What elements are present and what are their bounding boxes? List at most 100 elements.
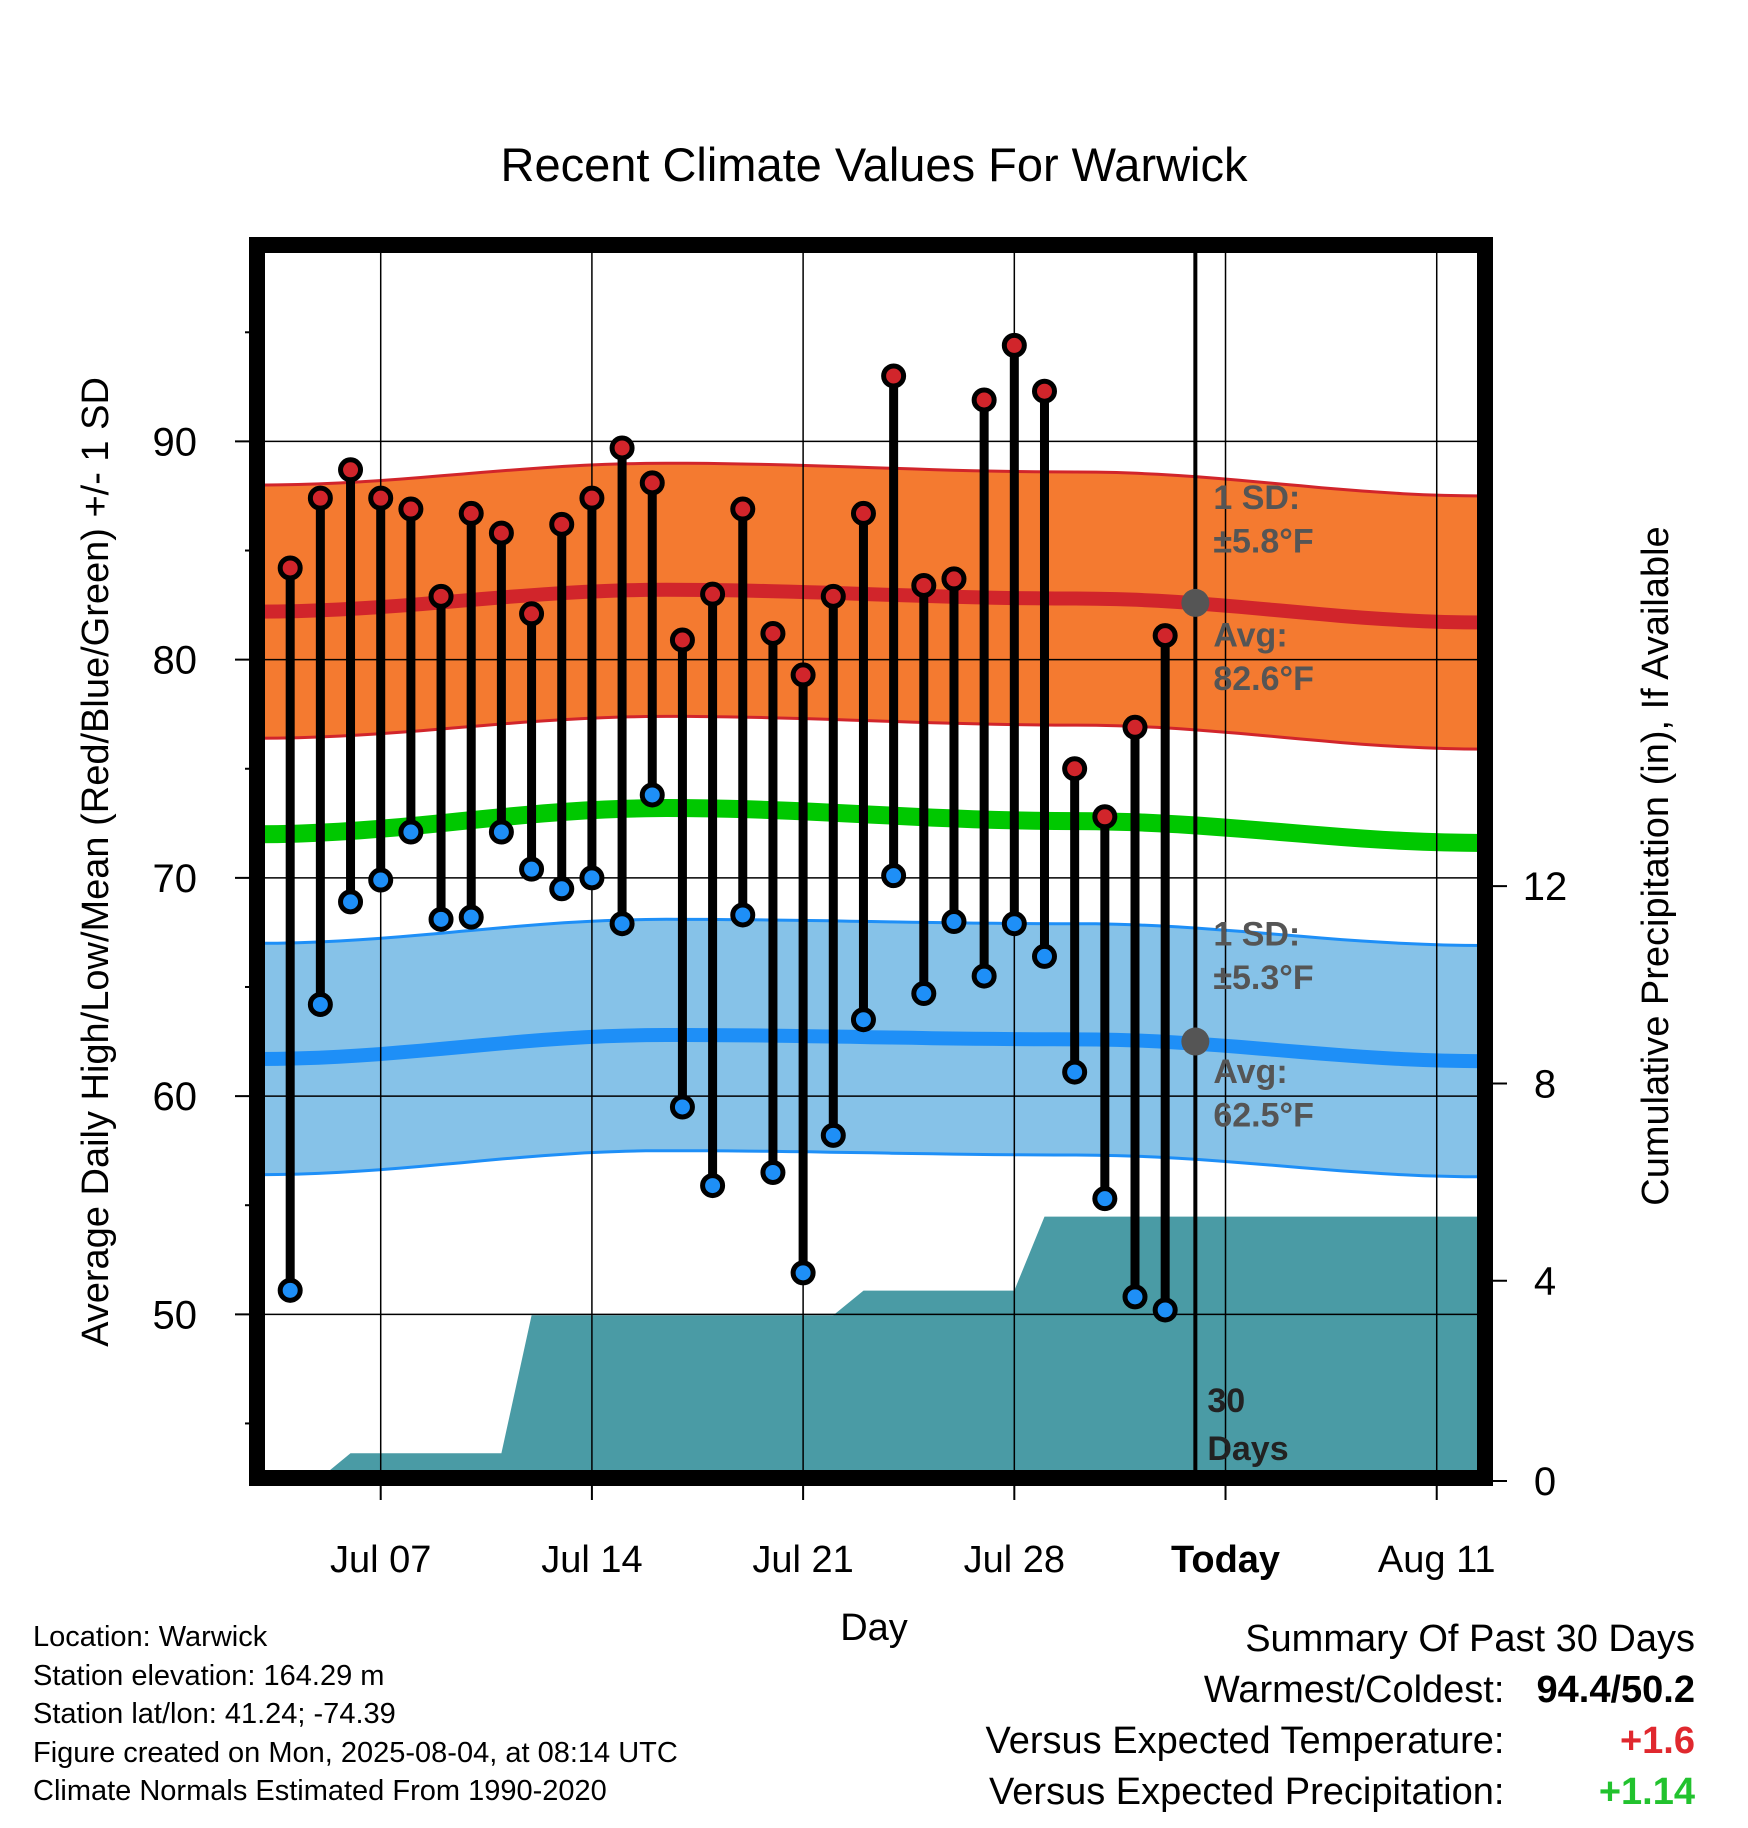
y-left-tick-label: 80 bbox=[153, 639, 198, 683]
low-point bbox=[277, 1277, 303, 1303]
y-axis-label-right: Cumulative Precipitation (in), If Availa… bbox=[1635, 526, 1677, 1205]
x-tick-label: Jul 21 bbox=[752, 1539, 853, 1581]
high-point bbox=[1092, 804, 1118, 830]
high-point bbox=[338, 457, 364, 483]
low-point bbox=[1092, 1186, 1118, 1212]
high-point bbox=[307, 485, 333, 511]
high-point bbox=[458, 500, 484, 526]
warmest-value: 94.4/50.2 bbox=[1536, 1669, 1695, 1711]
mean-avg-line bbox=[256, 798, 1486, 852]
low-avg-label: Avg: bbox=[1213, 1053, 1287, 1091]
high-point bbox=[730, 496, 756, 522]
created-text: Figure created on Mon, 2025-08-04, at 08… bbox=[33, 1736, 678, 1769]
low-point bbox=[549, 876, 575, 902]
high-point bbox=[368, 485, 394, 511]
low-point bbox=[609, 911, 635, 937]
high-point bbox=[609, 435, 635, 461]
low-sd-upper-line bbox=[256, 917, 1486, 947]
high-point bbox=[700, 581, 726, 607]
low-point bbox=[368, 867, 394, 893]
high-avg-label: Avg: bbox=[1213, 617, 1287, 655]
y-right-tick-label: 4 bbox=[1534, 1260, 1556, 1304]
low-point bbox=[458, 904, 484, 930]
high-point bbox=[911, 572, 937, 598]
summary-warmest-row: Warmest/Coldest: 94.4/50.2 bbox=[986, 1665, 1695, 1716]
today-low-avg-marker bbox=[1181, 1027, 1210, 1056]
low-point bbox=[669, 1094, 695, 1120]
low-point bbox=[579, 865, 605, 891]
y-right-tick-label: 0 bbox=[1534, 1460, 1556, 1504]
high-point bbox=[881, 363, 907, 389]
high-avg-value: 82.6°F bbox=[1213, 660, 1314, 698]
low-sd-label: 1 SD: bbox=[1213, 916, 1300, 954]
high-sd-label: 1 SD: bbox=[1213, 479, 1300, 517]
low-sd-value: ±5.3°F bbox=[1213, 959, 1313, 997]
low-avg-line bbox=[256, 1028, 1486, 1069]
high-point bbox=[549, 511, 575, 537]
high-point bbox=[488, 520, 514, 546]
low-point bbox=[1122, 1284, 1148, 1310]
plot-area: 1 SD: ±5.8°F Avg: 82.6°F 1 SD: ±5.3°F Avg: 62.5… bbox=[153, 237, 1568, 1581]
precip-value: +1.14 bbox=[1598, 1771, 1695, 1813]
low-point bbox=[941, 909, 967, 935]
high-point bbox=[941, 566, 967, 592]
low-point bbox=[820, 1122, 846, 1148]
low-point bbox=[519, 856, 545, 882]
high-point bbox=[850, 500, 876, 526]
high-point bbox=[820, 583, 846, 609]
y-right-tick-label: 12 bbox=[1523, 865, 1568, 909]
summary-panel: Summary Of Past 30 Days Warmest/Coldest:… bbox=[986, 1614, 1695, 1818]
temp-value: +1.6 bbox=[1619, 1720, 1695, 1762]
low-point bbox=[971, 963, 997, 989]
low-sd-band bbox=[257, 919, 1485, 1177]
high-point bbox=[1122, 714, 1148, 740]
plot-frame bbox=[249, 237, 1493, 1486]
high-sd-lower-line bbox=[256, 714, 1486, 751]
warmest-label: Warmest/Coldest: bbox=[1203, 1669, 1505, 1711]
high-point bbox=[519, 601, 545, 627]
high-point bbox=[760, 620, 786, 646]
station-info: Location: Warwick Station elevation: 164… bbox=[33, 1618, 678, 1811]
high-point bbox=[1001, 332, 1027, 358]
low-point bbox=[911, 981, 937, 1007]
high-point bbox=[428, 583, 454, 609]
x-tick-label: Jul 07 bbox=[330, 1539, 431, 1581]
summary-title: Summary Of Past 30 Days bbox=[1245, 1618, 1695, 1660]
high-sd-value: ±5.8°F bbox=[1213, 523, 1313, 561]
high-point bbox=[669, 627, 695, 653]
normals-text: Climate Normals Estimated From 1990-2020 bbox=[33, 1775, 607, 1807]
chart-title: Recent Climate Values For Warwick bbox=[501, 138, 1248, 191]
y-left-tick-label: 50 bbox=[153, 1293, 198, 1337]
high-sd-upper-line bbox=[256, 461, 1486, 498]
y-left-tick-label: 60 bbox=[153, 1075, 198, 1119]
y-left-tick-label: 90 bbox=[153, 420, 198, 464]
latlon-text: Station lat/lon: 41.24; -74.39 bbox=[33, 1698, 396, 1730]
low-point bbox=[1062, 1059, 1088, 1085]
high-avg-line bbox=[256, 582, 1486, 630]
low-point bbox=[760, 1159, 786, 1185]
location-text: Location: Warwick bbox=[33, 1621, 268, 1653]
elevation-text: Station elevation: 164.29 m bbox=[33, 1659, 385, 1692]
high-point bbox=[579, 485, 605, 511]
low-point bbox=[639, 782, 665, 808]
high-point bbox=[1031, 378, 1057, 404]
high-point bbox=[971, 387, 997, 413]
precip-label: Versus Expected Precipitation: bbox=[989, 1771, 1505, 1813]
x-tick-label: Jul 28 bbox=[964, 1539, 1065, 1581]
high-point bbox=[1152, 623, 1178, 649]
x-tick-label: Jul 14 bbox=[541, 1539, 642, 1581]
period-label-1: 30 bbox=[1207, 1382, 1245, 1420]
high-point bbox=[1062, 756, 1088, 782]
low-point bbox=[398, 819, 424, 845]
low-point bbox=[881, 863, 907, 889]
today-high-avg-marker bbox=[1181, 588, 1210, 617]
high-point bbox=[639, 470, 665, 496]
summary-precip-row: Versus Expected Precipitation: +1.14 bbox=[986, 1767, 1695, 1818]
low-point bbox=[428, 906, 454, 932]
low-point bbox=[1031, 943, 1057, 969]
low-sd-lower-line bbox=[256, 1149, 1486, 1179]
x-tick-label: Today bbox=[1171, 1539, 1280, 1581]
high-point bbox=[790, 662, 816, 688]
low-point bbox=[1001, 911, 1027, 937]
